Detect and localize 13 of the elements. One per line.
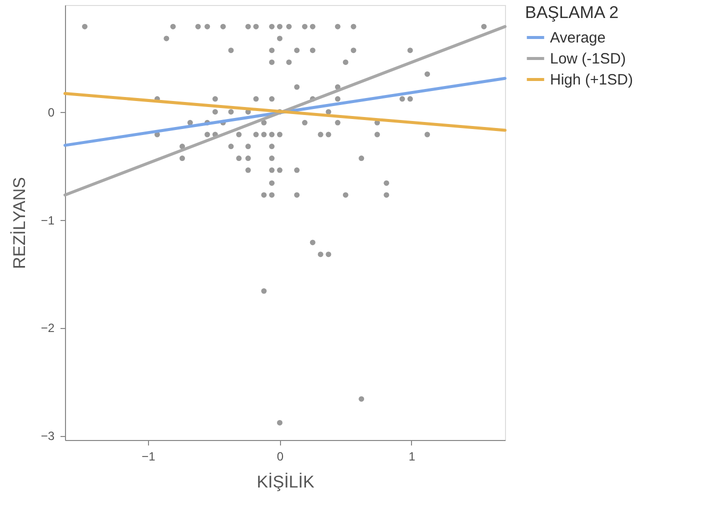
legend-label: Average — [550, 30, 606, 46]
legend-label: High (+1SD) — [550, 72, 633, 88]
x-tick-label: −1 — [142, 450, 156, 464]
legend-label: Low (-1SD) — [550, 50, 626, 68]
x-tick-label: 0 — [276, 450, 284, 464]
y-tick-label: 0 — [48, 105, 55, 120]
y-tick-label: −3 — [40, 429, 55, 444]
y-axis-title: REZİLYANS — [10, 177, 29, 269]
x-axis-title: KİŞİLİK — [256, 472, 315, 492]
x-tick-label: 1 — [408, 450, 416, 464]
y-tick-label: −2 — [40, 321, 55, 336]
y-tick-label: −1 — [40, 213, 55, 228]
legend-title: BAŞLAMA 2 — [525, 3, 619, 22]
